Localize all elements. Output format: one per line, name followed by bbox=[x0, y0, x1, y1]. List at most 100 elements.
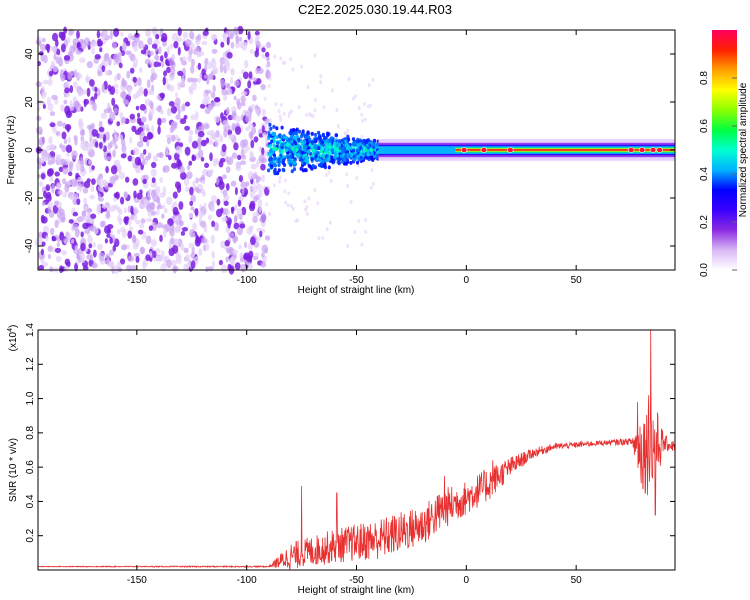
spectrogram-cell bbox=[62, 167, 69, 175]
spectrogram-cell bbox=[284, 200, 288, 205]
spectrogram-cell bbox=[275, 135, 279, 140]
spectrogram-cell bbox=[151, 161, 157, 169]
spectrogram-cell bbox=[79, 256, 86, 264]
spectrogram-cell bbox=[352, 142, 356, 147]
spectrogram-cell bbox=[69, 103, 75, 111]
spectrogram-cell bbox=[109, 86, 116, 95]
spectrogram-cell bbox=[255, 35, 261, 40]
spectrogram-cell bbox=[347, 137, 351, 142]
spectrogram-cell bbox=[114, 144, 118, 150]
spectrogram-cell bbox=[56, 210, 62, 219]
spectrogram-cell bbox=[279, 56, 283, 61]
spectrogram-cell bbox=[248, 131, 254, 139]
spectrogram-cell bbox=[272, 143, 276, 148]
spectrogram-cell bbox=[241, 206, 247, 216]
spectrogram-cell bbox=[79, 252, 85, 258]
spectrogram-cell bbox=[353, 230, 357, 235]
spectrogram-cell bbox=[155, 255, 160, 261]
spectrogram-cell bbox=[279, 103, 283, 108]
spectrogram-cell bbox=[143, 149, 147, 155]
spectrogram-cell bbox=[118, 171, 126, 180]
spectrogram-cell bbox=[338, 146, 342, 151]
spectrogram-cell bbox=[209, 152, 213, 162]
spectrogram-cell bbox=[349, 199, 353, 204]
spectrogram-cell bbox=[67, 107, 71, 117]
spectrogram-cell bbox=[270, 160, 274, 165]
spectrogram-panel: -150 -100 -50 0 50 -40 -20 0 20 40 Height of str… bbox=[6, 25, 676, 296]
spectrogram-cell bbox=[244, 59, 249, 69]
spectrogram-cell bbox=[314, 97, 317, 102]
spectrogram-cell bbox=[86, 212, 92, 219]
spectrogram-cell bbox=[166, 108, 172, 117]
snr-x-tick-label: -150 bbox=[127, 575, 147, 586]
spectrogram-cell bbox=[372, 181, 375, 186]
spectrogram-cell bbox=[133, 147, 140, 156]
spectrogram-cell bbox=[211, 220, 216, 228]
spectrogram-cell bbox=[137, 112, 141, 118]
spectrogram-cell bbox=[272, 153, 277, 158]
spectrogram-cell bbox=[204, 123, 210, 129]
spectrogram-x-tick-label: -50 bbox=[349, 275, 364, 286]
spectrogram-cell bbox=[150, 239, 157, 247]
snr-y-ticks: 0.2 0.4 0.6 0.8 1.0 1.2 1.4 bbox=[25, 323, 675, 543]
spectrogram-cell bbox=[146, 79, 151, 89]
spectrogram-cell bbox=[269, 118, 273, 123]
spectrogram-cell bbox=[64, 183, 70, 193]
spectrogram-cell bbox=[183, 177, 190, 187]
spectrogram-cell bbox=[106, 156, 112, 161]
spectrogram-cell bbox=[189, 200, 194, 206]
spectrogram-cell bbox=[301, 168, 305, 173]
spectrogram-cell bbox=[248, 202, 256, 212]
colorbar-gradient bbox=[712, 30, 737, 270]
spectrogram-cell bbox=[80, 165, 85, 173]
spectrogram-cell bbox=[260, 83, 266, 91]
spectrogram-cell bbox=[163, 207, 168, 214]
spectrogram-cell bbox=[347, 77, 351, 81]
spectrogram-cell bbox=[101, 83, 105, 93]
spectrogram-cell bbox=[151, 177, 156, 184]
spectrogram-cell bbox=[137, 127, 144, 132]
spectrogram-cell bbox=[61, 131, 67, 140]
snr-y-tick-label: 0.2 bbox=[25, 528, 36, 542]
spectrogram-cell bbox=[129, 136, 133, 144]
spectrogram-cell bbox=[135, 219, 141, 225]
spectrogram-cell bbox=[105, 131, 110, 141]
spectrogram-cell bbox=[297, 137, 301, 142]
spectrogram-cell bbox=[197, 62, 202, 71]
spectrogram-cell bbox=[141, 116, 147, 123]
spectrogram-cell bbox=[313, 108, 317, 113]
spectrogram-cell bbox=[177, 138, 181, 143]
spectrogram-cell bbox=[47, 103, 54, 112]
spectrogram-cell bbox=[101, 204, 108, 209]
spectrogram-cell bbox=[50, 227, 55, 235]
spectrogram-cell bbox=[58, 56, 63, 67]
spectrogram-cell bbox=[246, 255, 252, 263]
spectrogram-cell bbox=[230, 68, 234, 74]
spectrogram-cell bbox=[42, 104, 46, 109]
snr-y-label: SNR (10 * v/v) bbox=[8, 438, 19, 502]
spectrogram-cell bbox=[120, 31, 124, 37]
spectrogram-cell bbox=[264, 64, 268, 69]
spectrogram-cell bbox=[150, 102, 154, 110]
spectrogram-cell bbox=[72, 42, 77, 52]
spectrogram-cell bbox=[40, 155, 45, 164]
spectrogram-cell bbox=[261, 252, 265, 258]
spectrogram-cell bbox=[273, 54, 277, 59]
spectrogram-cell bbox=[110, 165, 118, 175]
spectrogram-cell bbox=[346, 128, 350, 133]
spectrogram-cell bbox=[157, 117, 162, 126]
spectrogram-cell bbox=[340, 159, 345, 164]
spectrogram-cell bbox=[354, 153, 358, 158]
spectrogram-cell bbox=[89, 253, 93, 261]
spectrogram-cell bbox=[282, 111, 286, 116]
spectrogram-cell bbox=[168, 101, 175, 107]
spectrogram-cell bbox=[237, 199, 242, 207]
spectrogram-cell bbox=[82, 89, 88, 95]
spectrogram-y-label: Frequency (Hz) bbox=[6, 116, 17, 185]
spectrogram-cell bbox=[331, 158, 335, 163]
spectrogram-cell bbox=[182, 31, 189, 39]
spectrogram-cell bbox=[183, 247, 189, 254]
spectrogram-cell bbox=[172, 244, 179, 254]
spectrogram-cell bbox=[352, 148, 356, 153]
spectrogram-cell bbox=[283, 189, 287, 194]
